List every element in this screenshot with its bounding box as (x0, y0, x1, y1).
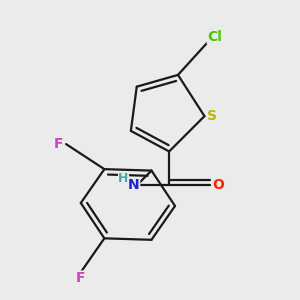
Text: F: F (76, 271, 86, 285)
Text: F: F (54, 137, 64, 151)
Text: Cl: Cl (207, 30, 222, 44)
Text: N: N (128, 178, 140, 192)
Text: H: H (118, 172, 129, 185)
Text: O: O (213, 178, 224, 192)
Text: S: S (207, 109, 217, 123)
